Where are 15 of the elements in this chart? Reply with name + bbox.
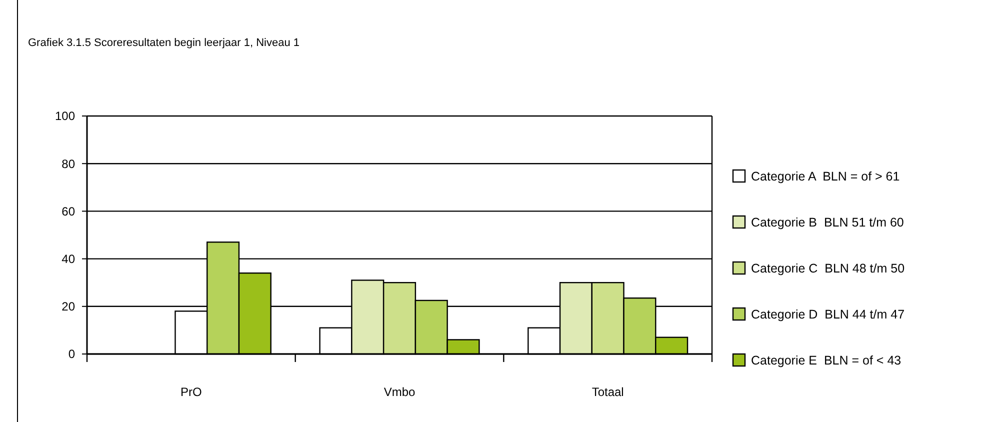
legend-label: Categorie E BLN = of < 43	[751, 353, 902, 368]
y-tick-label: 80	[62, 156, 76, 171]
legend-label: Categorie A BLN = of > 61	[751, 169, 900, 184]
x-tick-label: Vmbo	[384, 385, 416, 399]
x-tick-label: Totaal	[592, 385, 624, 399]
legend-label: Categorie B BLN 51 t/m 60	[751, 215, 904, 230]
legend-label: Categorie D BLN 44 t/m 47	[751, 307, 905, 322]
chart-title: Grafiek 3.1.5 Scoreresultaten begin leerjaar 1, Niveau 1	[28, 37, 300, 49]
y-tick-label: 0	[68, 347, 76, 362]
y-tick-label: 100	[54, 109, 76, 124]
x-tick-label: PrO	[180, 385, 202, 399]
y-tick-label: 20	[62, 300, 76, 314]
legend-label: Categorie C BLN 48 t/m 50	[751, 261, 905, 276]
y-tick-label: 60	[62, 204, 76, 218]
y-tick-label: 40	[62, 252, 76, 266]
